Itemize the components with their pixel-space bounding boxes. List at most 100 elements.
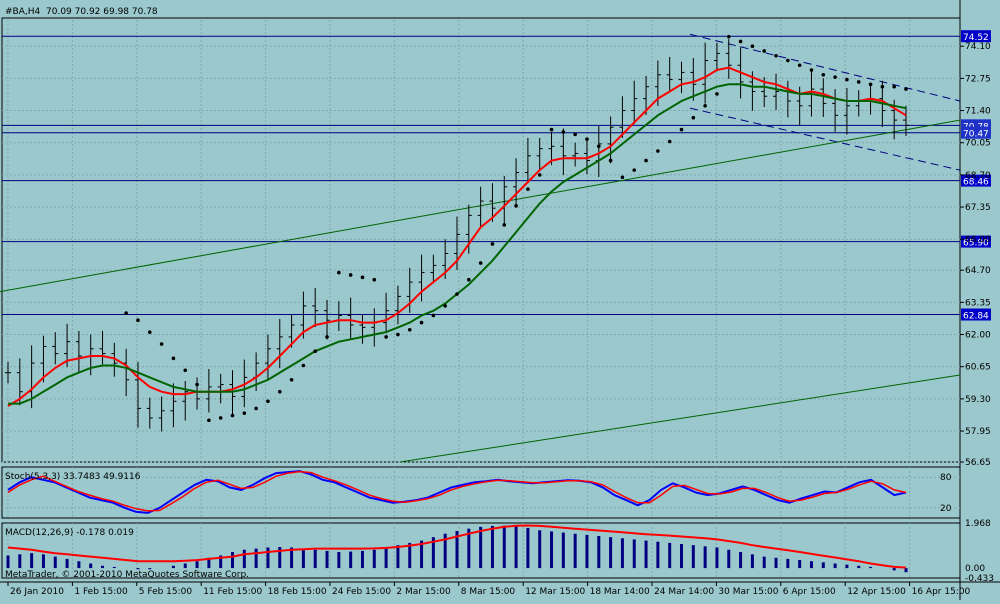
level-label: 65.90 [963,239,989,249]
x-tick-label: 18 Mar 14:00 [590,587,650,597]
y-tick-label: 68.70 [965,171,991,181]
level-label-bg [961,235,991,248]
sar-dot [585,137,589,141]
ohlc-readout: 70.09 70.92 69.98 70.78 [46,7,158,17]
sar-dot [809,68,814,72]
sar-dot [715,92,719,96]
sar-dot [478,261,483,265]
y-tick-label: 64.70 [965,266,991,276]
y-tick-label: 62.00 [965,331,991,341]
x-tick-label: 12 Mar 15:00 [525,587,585,597]
sar-dot [892,84,896,89]
sar-dot [880,84,885,89]
level-label: 62.84 [963,312,989,322]
x-tick-label: 30 Mar 15:00 [718,587,778,597]
trend-line [689,107,961,171]
trend-line [689,33,961,102]
sar-dot [502,223,507,227]
sar-dot [608,158,613,163]
sar-dot [750,44,755,49]
level-label-bg [961,174,991,187]
sar-dot [596,144,601,149]
stoch-level-label: 80 [940,473,952,483]
sar-dot [845,77,849,82]
sar-dot [147,330,152,334]
sar-dot [443,304,447,308]
sar-dot [786,58,790,63]
y-tick-label: 71.40 [965,107,991,117]
level-label-bg [961,126,991,139]
level-label-bg [961,30,991,43]
x-tick-label: 6 Apr 15:00 [783,587,836,597]
x-tick-label: 12 Apr 15:00 [847,587,906,597]
sar-dot [384,335,388,339]
sar-dot [703,103,707,108]
sar-dot [313,349,318,354]
sar-dot [467,277,471,282]
sar-dot [207,418,211,423]
stoch-main-line [7,470,907,514]
sar-dot [159,342,164,346]
sar-dot [632,168,637,172]
sar-dot [797,63,802,68]
x-tick-label: 2 Mar 15:00 [396,587,451,597]
sar-dot [762,49,767,53]
sar-dot [124,311,128,315]
sar-dot [904,87,908,91]
y-tick-label: 74.10 [965,42,991,52]
x-tick-label: 16 Apr 15:00 [912,587,971,597]
y-tick-label: 59.30 [965,395,991,405]
sar-dot [726,34,731,39]
sar-dot [679,127,684,132]
level-label: 68.46 [963,178,989,188]
sar-dot [301,363,306,368]
level-label: 70.47 [963,130,989,140]
x-tick-label: 11 Feb 15:00 [203,587,262,597]
copyright-notice: MetaTrader, © 2001-2010 MetaQuotes Softw… [5,570,249,580]
macd-title: MACD(12,26,9) -0.178 0.019 [5,528,134,538]
y-tick-label: 66.00 [965,235,991,245]
trend-line [399,374,961,463]
pane-frame [1,17,961,463]
axis-labels: 26 Jan 2010 1 Feb 15:00 5 Feb 15:00 11 Feb … [7,42,994,597]
y-tick-label: 56.65 [965,458,991,468]
macd-signal-line [7,524,907,569]
x-tick-label: 5 Feb 15:00 [139,587,193,597]
sar-dot [537,173,542,177]
macd-y-tick-label: 0.00 [965,564,985,574]
sar-dot [183,368,188,373]
sar-dot [266,399,270,404]
sar-dot [195,382,199,387]
sar-dot [644,158,648,163]
stoch-title: Stoch(5,3,3) 33.7483 49.9116 [5,472,141,482]
sar-dot [868,82,873,87]
sar-dot [455,292,459,296]
level-label-bg [961,308,991,321]
sar-dot [230,413,235,418]
sar-dot [171,356,176,361]
sar-dot [833,75,837,79]
sar-dot [218,416,223,420]
sar-dot [514,204,518,208]
ma-fast-line [7,66,907,407]
sar-dot [337,270,341,275]
y-tick-label: 70.05 [965,139,991,149]
macd-y-tick-label: 1.968 [965,519,991,529]
trend-line [0,119,961,293]
x-tick-label: 24 Mar 14:00 [654,587,714,597]
sar-dot [774,53,778,58]
sar-dot [490,242,495,246]
sar-dot [691,115,696,120]
x-tick-label: 26 Jan 2010 [10,587,64,597]
y-tick-label: 63.35 [965,298,991,308]
sar-dot [407,327,412,332]
macd-y-tick-label: -0.433 [965,574,994,584]
x-tick-label: 8 Mar 15:00 [461,587,516,597]
sar-dot [360,275,365,280]
y-tick-label: 72.75 [965,74,991,84]
sar-dot [289,377,294,382]
